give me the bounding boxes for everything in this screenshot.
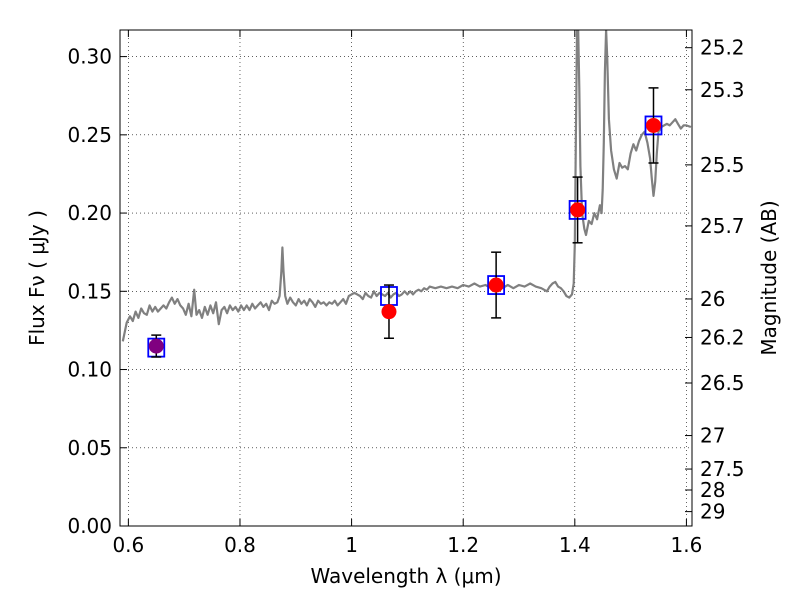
optical-photometry-point [148, 338, 164, 354]
observed-photometry-point [381, 304, 397, 320]
magnitude-tick-label: 25.5 [700, 153, 745, 177]
magnitude-axis-label: Magnitude (AB) [757, 200, 781, 355]
x-tick-label: 0.6 [112, 533, 144, 557]
y-tick-label: 0.30 [67, 45, 112, 69]
y-tick-label: 0.05 [67, 436, 112, 460]
magnitude-tick-label: 28 [700, 478, 725, 502]
observed-photometry-point [645, 117, 661, 133]
plot-frame [119, 29, 693, 527]
magnitude-tick-label: 26 [700, 287, 725, 311]
magnitude-tick-label: 27 [700, 424, 725, 448]
plot-area [121, 30, 692, 358]
magnitude-tick-label: 26.2 [700, 325, 745, 349]
magnitude-tick-label: 29 [700, 500, 725, 524]
x-tick-label: 1.2 [447, 533, 479, 557]
magnitude-tick-label: 25.2 [700, 36, 745, 60]
photometry-layer [147, 87, 663, 358]
x-axis-ticks: 0.6 0.8 1 1.2 1.4 1.6 [112, 30, 702, 557]
magnitude-tick-label: 25.3 [700, 78, 745, 102]
x-axis-label: Wavelength λ (μm) [310, 564, 501, 588]
x-tick-label: 1.4 [559, 533, 591, 557]
y-tick-label: 0.20 [67, 201, 112, 225]
observed-photometry-point [570, 202, 586, 218]
model-spectrum-line [121, 30, 692, 342]
grid-lines [120, 30, 692, 527]
x-tick-label: 1.6 [671, 533, 703, 557]
x-tick-label: 1 [345, 533, 358, 557]
model-spectrum-layer [121, 30, 692, 342]
x-tick-label: 0.8 [224, 533, 256, 557]
y-tick-label: 0.25 [67, 123, 112, 147]
y-axis-label: Flux Fν ( μJy ) [25, 210, 49, 346]
observed-photometry-point [488, 277, 504, 293]
y-axis-ticks: 0.00 0.05 0.10 0.15 0.20 0.25 0.30 [67, 45, 127, 538]
magnitude-tick-label: 25.7 [700, 214, 745, 238]
y-tick-label: 0.00 [67, 514, 112, 538]
magnitude-tick-label: 26.5 [700, 371, 745, 395]
magnitude-tick-label: 27.5 [700, 457, 745, 481]
y-tick-label: 0.10 [67, 358, 112, 382]
y-tick-label: 0.15 [67, 279, 112, 303]
